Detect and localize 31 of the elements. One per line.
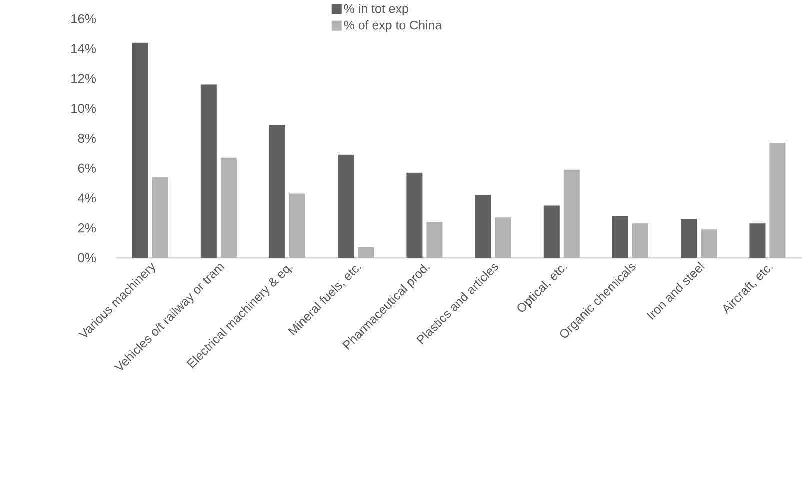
y-tick-label: 8% (78, 134, 96, 144)
y-tick-label: 16% (72, 14, 96, 24)
bar (495, 218, 512, 258)
bar (152, 177, 168, 258)
bar (220, 158, 237, 258)
bar (681, 219, 698, 258)
bar (200, 84, 217, 258)
bar (701, 230, 718, 258)
legend-label: % in tot exp (344, 4, 408, 16)
bar (338, 154, 354, 258)
y-tick-label: 10% (72, 104, 96, 114)
bar (475, 195, 492, 258)
bar (290, 194, 306, 258)
bar (358, 248, 374, 258)
y-tick-label: 12% (72, 74, 96, 84)
bar (426, 222, 443, 258)
bar (632, 224, 649, 258)
bar (564, 170, 580, 258)
bar (132, 42, 148, 258)
bar (612, 216, 629, 258)
y-tick-label: 6% (78, 164, 96, 173)
bar (544, 206, 560, 258)
legend-label: % of exp to China (344, 20, 442, 32)
bar (406, 172, 423, 258)
y-tick-label: 2% (78, 224, 96, 233)
bar (750, 224, 766, 258)
bar (770, 142, 786, 258)
y-tick-label: 0% (78, 253, 96, 263)
y-tick-label: 14% (72, 44, 96, 54)
bar (270, 125, 286, 258)
y-tick-label: 4% (78, 194, 96, 203)
